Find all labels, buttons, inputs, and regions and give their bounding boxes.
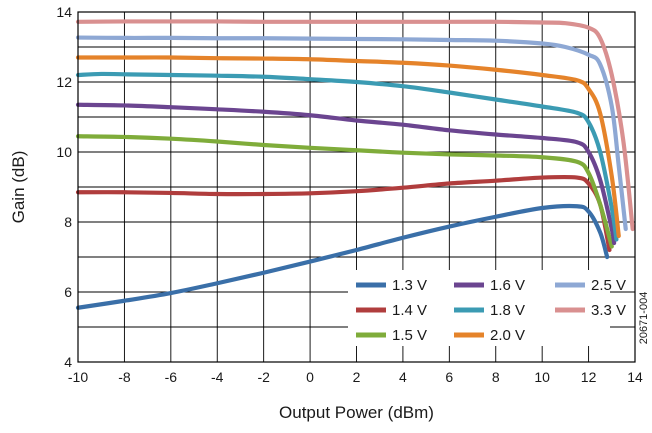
series-line-2-0-v: [75, 55, 621, 239]
legend-label: 3.3 V: [591, 302, 626, 319]
series-line-2-5-v: [75, 35, 628, 232]
series-line-1-8-v: [75, 71, 619, 242]
x-tick-label: 12: [581, 369, 597, 385]
x-tick-label: 14: [627, 369, 643, 385]
y-tick-label: 10: [56, 144, 72, 160]
x-tick-label: 8: [492, 369, 500, 385]
legend-label: 1.3 V: [392, 277, 427, 294]
y-axis-title: Gain (dB): [9, 151, 28, 224]
series-group: [75, 19, 635, 310]
figure-id: 20671-004: [638, 292, 650, 345]
y-tick-label: 14: [56, 4, 72, 20]
legend-label: 1.6 V: [490, 277, 525, 294]
x-axis-title: Output Power (dBm): [279, 403, 434, 422]
x-tick-label: -2: [257, 369, 270, 385]
x-tick-label: -6: [165, 369, 178, 385]
x-tick-label: 10: [534, 369, 550, 385]
legend-label: 1.5 V: [392, 327, 427, 344]
y-tick-label: 6: [64, 284, 72, 300]
x-tick-label: 4: [399, 369, 407, 385]
x-tick-label: -4: [211, 369, 224, 385]
series-line-1-6-v: [75, 102, 617, 246]
series-line-3-3-v: [75, 19, 635, 232]
legend-label: 1.4 V: [392, 302, 427, 319]
x-tick-label: -8: [118, 369, 131, 385]
y-tick-label: 12: [56, 74, 72, 90]
series-line-1-5-v: [75, 134, 614, 249]
legend-label: 2.0 V: [490, 327, 525, 344]
series-line-1-4-v: [75, 174, 612, 253]
series-line-1-3-v: [75, 203, 610, 310]
x-tick-label: -10: [68, 369, 88, 385]
legend-label: 2.5 V: [591, 277, 626, 294]
plot-frame: [77, 11, 636, 363]
y-tick-label: 4: [64, 354, 72, 370]
x-tick-label: 6: [445, 369, 453, 385]
legend-label: 1.8 V: [490, 302, 525, 319]
x-tick-label: 2: [353, 369, 361, 385]
x-tick-label: 0: [306, 369, 314, 385]
legend: 1.3 V 1.4 V 1.5 V 1.6 V 1.8 V 2.0 V 2.5 V 3.3 V: [348, 270, 626, 346]
y-tick-label: 8: [64, 214, 72, 230]
axes: -10 -8 -6 -4 -2 0 2 4 6 8 10 12 14 4 6 8 10 12 14: [56, 4, 643, 385]
